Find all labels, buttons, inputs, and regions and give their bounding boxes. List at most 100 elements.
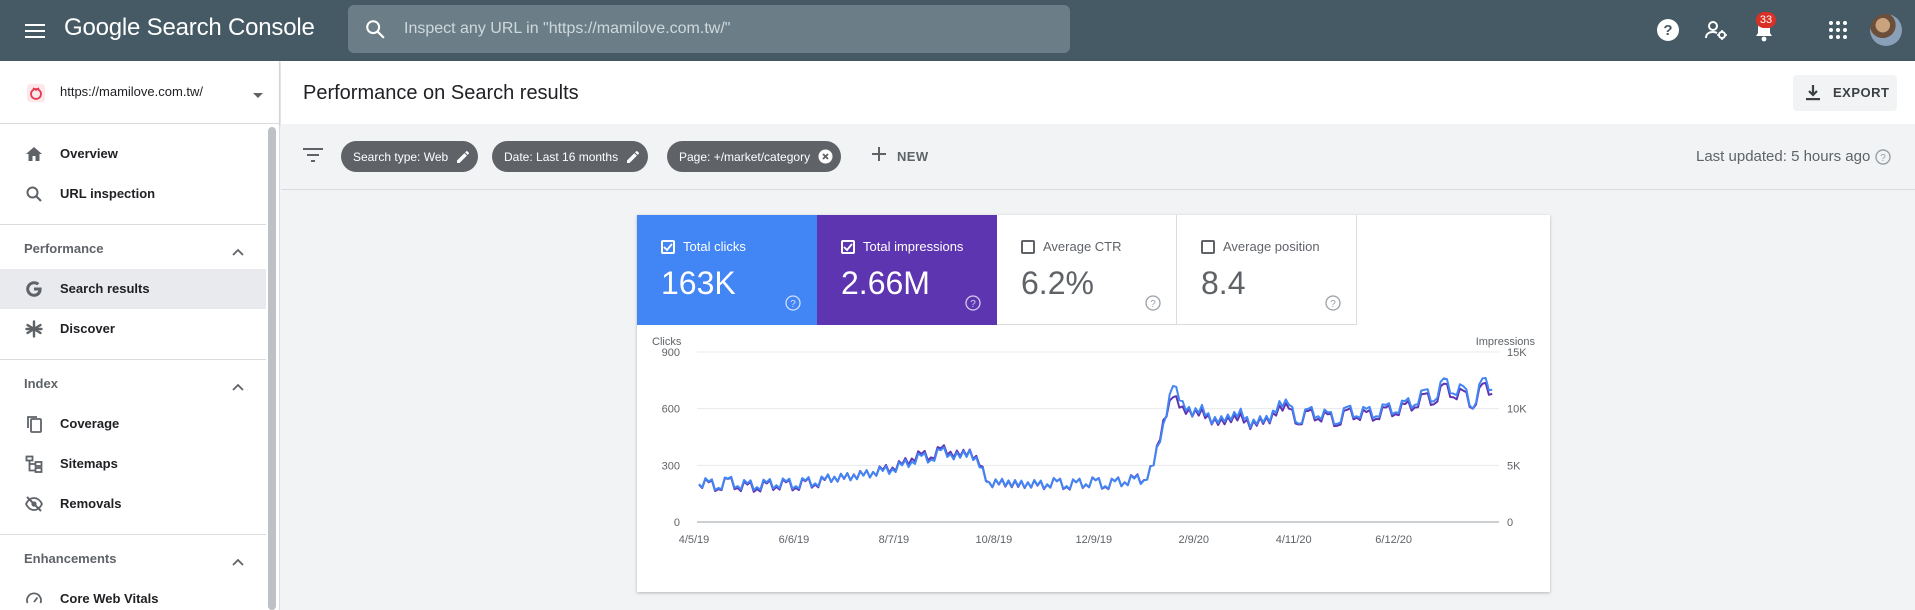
- asterisk-icon: [24, 319, 44, 339]
- section-index[interactable]: Index: [0, 364, 266, 404]
- y-tick-label-right: 5K: [1507, 460, 1521, 472]
- apps-grid-icon[interactable]: [1822, 14, 1854, 46]
- x-tick-label: 6/6/19: [779, 534, 810, 546]
- x-tick-label: 4/5/19: [679, 534, 710, 546]
- sidebar-item-label: Discover: [60, 321, 115, 336]
- sidebar-item-coverage[interactable]: Coverage: [0, 404, 266, 444]
- sidebar-item-core-web-vitals[interactable]: Core Web Vitals: [0, 579, 266, 610]
- filter-icon[interactable]: [303, 147, 323, 168]
- notification-badge: 33: [1756, 12, 1776, 28]
- checkbox-unchecked-icon[interactable]: [1021, 239, 1035, 254]
- y-tick-label-right: 15K: [1507, 347, 1527, 359]
- y-tick-label-right: 0: [1507, 517, 1513, 529]
- checkbox-unchecked-icon[interactable]: [1201, 239, 1215, 254]
- metric-value: 163K: [661, 265, 736, 301]
- divider: [0, 534, 266, 535]
- sidebar-item-overview[interactable]: Overview: [0, 134, 266, 174]
- x-tick-label: 8/7/19: [879, 534, 910, 546]
- sidebar-item-label: Core Web Vitals: [60, 591, 159, 606]
- new-filter-button[interactable]: NEW: [871, 141, 929, 172]
- sitemap-icon: [24, 454, 44, 474]
- help-icon[interactable]: ?: [1652, 14, 1684, 46]
- edit-icon[interactable]: [626, 150, 640, 164]
- search-icon[interactable]: [364, 18, 386, 45]
- help-outline-icon[interactable]: ?: [785, 295, 801, 316]
- new-filter-label: NEW: [897, 149, 929, 164]
- metric-total-clicks[interactable]: Total clicks 163K ?: [637, 215, 817, 325]
- remove-circle-icon[interactable]: [818, 149, 833, 164]
- svg-text:?: ?: [970, 299, 976, 310]
- section-enhancements[interactable]: Enhancements: [0, 539, 266, 579]
- chevron-up-icon[interactable]: [232, 243, 244, 261]
- sidebar-item-removals[interactable]: Removals: [0, 484, 266, 524]
- chip-label: Search type: Web: [353, 149, 449, 164]
- svg-text:?: ?: [1663, 22, 1672, 39]
- chevron-up-icon[interactable]: [232, 553, 244, 571]
- filter-chip-date[interactable]: Date: Last 16 months: [492, 141, 649, 172]
- sidebar-item-label: Search results: [60, 281, 150, 296]
- metric-label: Average CTR: [1043, 239, 1122, 254]
- help-outline-icon[interactable]: ?: [965, 295, 981, 316]
- sidebar-item-discover[interactable]: Discover: [0, 309, 266, 349]
- top-app-bar: Google Search Console ? 33: [0, 0, 1915, 61]
- metric-average-ctr[interactable]: Average CTR 6.2% ?: [997, 215, 1177, 325]
- metric-value: 2.66M: [841, 265, 930, 301]
- download-icon: [1803, 83, 1823, 106]
- property-url: https://mamilove.com.tw/: [60, 84, 204, 99]
- filter-bar: Search type: Web Date: Last 16 months Pa…: [281, 124, 1915, 190]
- divider: [0, 224, 266, 225]
- y-tick-label-left: 0: [674, 517, 680, 529]
- app-logo[interactable]: Google Search Console: [64, 14, 315, 42]
- help-outline-icon[interactable]: ?: [1325, 295, 1341, 316]
- chip-label: Page: +/market/category: [679, 149, 811, 164]
- y-tick-label-left: 600: [662, 404, 680, 416]
- section-label: Enhancements: [24, 551, 117, 566]
- file-copy-icon: [24, 414, 44, 434]
- sidebar: https://mamilove.com.tw/ Overview URL in…: [0, 61, 280, 610]
- svg-text:?: ?: [1330, 299, 1336, 310]
- search-input[interactable]: [404, 5, 1044, 53]
- sidebar-item-search-results[interactable]: Search results: [0, 269, 266, 309]
- edit-icon[interactable]: [456, 150, 470, 164]
- metric-label: Average position: [1223, 239, 1320, 254]
- url-inspection-search[interactable]: [348, 5, 1070, 53]
- menu-icon[interactable]: [20, 16, 50, 46]
- series-line-impressions: [698, 381, 1493, 493]
- sidebar-item-label: Sitemaps: [60, 456, 118, 471]
- filter-chip-search-type[interactable]: Search type: Web: [341, 141, 479, 172]
- x-tick-label: 12/9/19: [1075, 534, 1112, 546]
- metric-average-position[interactable]: Average position 8.4 ?: [1177, 215, 1357, 325]
- checkbox-checked-icon[interactable]: [841, 239, 855, 254]
- y-tick-label-right: 10K: [1507, 404, 1527, 416]
- help-outline-icon[interactable]: ?: [1875, 149, 1891, 170]
- metric-label: Total impressions: [863, 239, 964, 254]
- series-line-clicks: [698, 377, 1493, 491]
- help-outline-icon[interactable]: ?: [1145, 295, 1161, 316]
- sidebar-scrollbar[interactable]: [268, 127, 276, 610]
- dropdown-arrow-icon[interactable]: [252, 87, 264, 105]
- export-label: EXPORT: [1833, 85, 1890, 100]
- sidebar-item-sitemaps[interactable]: Sitemaps: [0, 444, 266, 484]
- divider: [0, 359, 266, 360]
- metric-total-impressions[interactable]: Total impressions 2.66M ?: [817, 215, 997, 325]
- export-button[interactable]: EXPORT: [1793, 75, 1897, 111]
- sidebar-item-url-inspection[interactable]: URL inspection: [0, 174, 266, 214]
- sidebar-item-label: Removals: [60, 496, 122, 511]
- manage-accounts-icon[interactable]: [1700, 14, 1732, 46]
- section-label: Index: [24, 376, 58, 391]
- performance-line-chart[interactable]: Clicks Impressions 900 15K 600 10K 300 5K 0 0 4/5/…: [637, 335, 1550, 585]
- metric-value: 8.4: [1201, 265, 1246, 301]
- plus-icon: [871, 146, 887, 167]
- avatar[interactable]: [1870, 14, 1902, 46]
- performance-chart-card: Total clicks 163K ? Total impressions 2.…: [637, 215, 1550, 592]
- x-tick-label: 2/9/20: [1178, 534, 1209, 546]
- y-tick-label-left: 900: [662, 347, 680, 359]
- svg-text:?: ?: [1150, 299, 1156, 310]
- chevron-up-icon[interactable]: [232, 378, 244, 396]
- property-selector[interactable]: https://mamilove.com.tw/: [0, 61, 279, 124]
- filter-chip-page[interactable]: Page: +/market/category: [667, 141, 842, 172]
- checkbox-checked-icon[interactable]: [661, 239, 675, 254]
- sidebar-item-label: Overview: [60, 146, 118, 161]
- section-performance[interactable]: Performance: [0, 229, 266, 269]
- svg-text:?: ?: [790, 299, 796, 310]
